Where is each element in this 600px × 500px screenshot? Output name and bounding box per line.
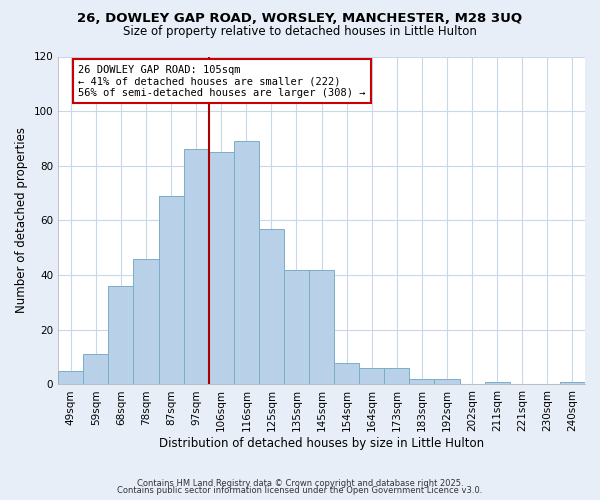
Bar [560, 382, 585, 384]
Text: Size of property relative to detached houses in Little Hulton: Size of property relative to detached ho… [123, 25, 477, 38]
Text: Contains public sector information licensed under the Open Government Licence v3: Contains public sector information licen… [118, 486, 482, 495]
Bar [259, 228, 284, 384]
Bar [158, 196, 184, 384]
Bar [184, 150, 209, 384]
Bar [485, 382, 510, 384]
Y-axis label: Number of detached properties: Number of detached properties [15, 128, 28, 314]
Text: 26, DOWLEY GAP ROAD, WORSLEY, MANCHESTER, M28 3UQ: 26, DOWLEY GAP ROAD, WORSLEY, MANCHESTER… [77, 12, 523, 26]
Bar [409, 379, 434, 384]
Bar [359, 368, 385, 384]
Bar [83, 354, 109, 384]
Bar [309, 270, 334, 384]
Bar [284, 270, 309, 384]
Text: Contains HM Land Registry data © Crown copyright and database right 2025.: Contains HM Land Registry data © Crown c… [137, 478, 463, 488]
Bar [58, 371, 83, 384]
Bar [234, 141, 259, 384]
Bar [434, 379, 460, 384]
X-axis label: Distribution of detached houses by size in Little Hulton: Distribution of detached houses by size … [159, 437, 484, 450]
Bar [334, 362, 359, 384]
Bar [209, 152, 234, 384]
Bar [133, 258, 158, 384]
Bar [109, 286, 133, 384]
Bar [385, 368, 409, 384]
Text: 26 DOWLEY GAP ROAD: 105sqm
← 41% of detached houses are smaller (222)
56% of sem: 26 DOWLEY GAP ROAD: 105sqm ← 41% of deta… [78, 64, 366, 98]
